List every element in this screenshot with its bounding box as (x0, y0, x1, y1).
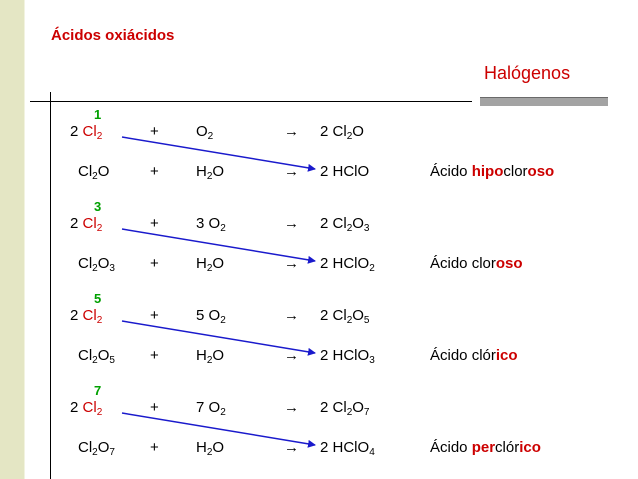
plus-sign: + (150, 123, 159, 140)
horizontal-rule (30, 101, 472, 102)
plus-sign: + (150, 163, 159, 180)
reactant-water: H2O (196, 347, 225, 366)
reactant-chlorine: 2 Cl2 (70, 399, 103, 418)
reaction-arrow: → (284, 123, 299, 140)
page-title: Ácidos oxiácidos (51, 27, 175, 44)
reactant-oxide: Cl2O7 (78, 439, 115, 458)
reactant-oxygen: O2 (196, 123, 214, 142)
oxidation-state: 3 (94, 199, 102, 214)
plus-sign: + (150, 307, 159, 324)
acid-name: Ácido cloroso (430, 255, 523, 272)
transfer-arrow-1 (121, 136, 316, 172)
oxidation-state: 7 (94, 383, 102, 398)
sidebar-divider (24, 0, 25, 479)
product-acid: 2 HClO4 (320, 439, 375, 458)
reaction-arrow: → (284, 347, 299, 364)
reaction-arrow: → (284, 399, 299, 416)
oxidation-state: 1 (94, 107, 102, 122)
product-oxide: 2 Cl2O7 (320, 399, 370, 418)
reaction-arrow: → (284, 439, 299, 456)
product-acid: 2 HClO (320, 163, 370, 180)
product-oxide: 2 Cl2O (320, 123, 364, 142)
reactant-oxygen: 3 O2 (196, 215, 226, 234)
vertical-rule (50, 92, 51, 479)
oxidation-state: 5 (94, 291, 102, 306)
product-oxide: 2 Cl2O3 (320, 215, 370, 234)
plus-sign: + (150, 255, 159, 272)
product-acid: 2 HClO3 (320, 347, 375, 366)
plus-sign: + (150, 439, 159, 456)
acid-name: Ácido hipocloroso (430, 163, 555, 180)
reactant-oxide: Cl2O5 (78, 347, 115, 366)
transfer-arrow-4 (121, 412, 316, 448)
reactant-chlorine: 2 Cl2 (70, 307, 103, 326)
product-oxide: 2 Cl2O5 (320, 307, 370, 326)
reactant-water: H2O (196, 163, 225, 182)
transfer-arrow-3 (121, 320, 316, 356)
reactant-chlorine: 2 Cl2 (70, 215, 103, 234)
reaction-arrow: → (284, 307, 299, 324)
plus-sign: + (150, 399, 159, 416)
reaction-arrow: → (284, 215, 299, 232)
reactant-oxide: Cl2O3 (78, 255, 115, 274)
product-acid: 2 HClO2 (320, 255, 375, 274)
reactant-oxygen: 7 O2 (196, 399, 226, 418)
reactant-chlorine: 2 Cl2 (70, 123, 103, 142)
reactant-water: H2O (196, 255, 225, 274)
reactant-oxygen: 5 O2 (196, 307, 226, 326)
reaction-arrow: → (284, 255, 299, 272)
transfer-arrow-2 (121, 228, 316, 264)
reaction-arrow: → (284, 163, 299, 180)
plus-sign: + (150, 215, 159, 232)
gray-bar (480, 97, 608, 106)
section-subtitle: Halógenos (484, 63, 571, 83)
sidebar-band (0, 0, 24, 479)
plus-sign: + (150, 347, 159, 364)
acid-name: Ácido clórico (430, 347, 518, 364)
reactant-water: H2O (196, 439, 225, 458)
reactant-oxide: Cl2O (78, 163, 110, 182)
acid-name: Ácido perclórico (430, 439, 541, 456)
